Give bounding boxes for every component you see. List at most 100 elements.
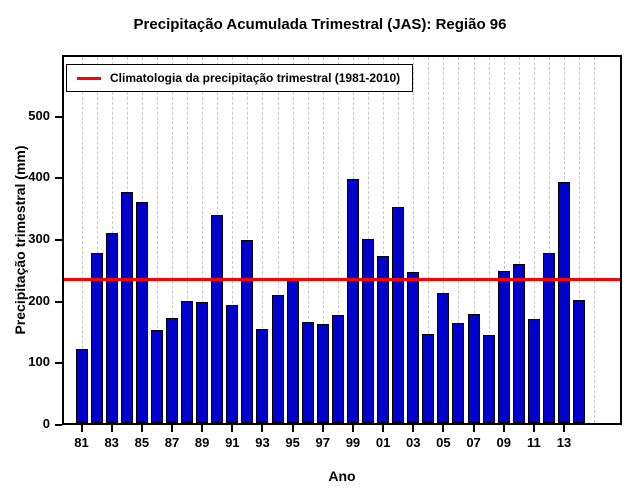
year-slot xyxy=(345,57,360,423)
year-slot xyxy=(300,57,315,423)
bar-89 xyxy=(196,302,209,423)
bar-83 xyxy=(105,233,118,423)
x-tick-mark xyxy=(442,425,445,432)
bar-06 xyxy=(452,323,465,423)
year-slot xyxy=(330,57,345,423)
gridline xyxy=(594,57,596,423)
year-slot xyxy=(180,57,195,423)
gridline xyxy=(96,57,98,423)
x-tick-mark xyxy=(502,425,505,432)
gridline xyxy=(262,57,264,423)
plot-area: Climatologia da precipitação trimestral … xyxy=(62,55,622,425)
year-slot xyxy=(149,57,164,423)
bar-91 xyxy=(226,305,239,423)
year-slot xyxy=(421,57,436,423)
bar-13 xyxy=(558,182,571,423)
x-tick-mark xyxy=(261,425,264,432)
bar-11 xyxy=(527,319,540,423)
legend: Climatologia da precipitação trimestral … xyxy=(66,64,414,92)
gridline xyxy=(548,57,550,423)
bar-07 xyxy=(467,314,480,423)
bar-98 xyxy=(331,315,344,423)
gridline xyxy=(156,57,158,423)
bar-12 xyxy=(542,253,555,423)
legend-line-swatch xyxy=(77,76,101,80)
bar-82 xyxy=(90,253,103,423)
bar-03 xyxy=(407,272,420,423)
x-tick-mark xyxy=(171,425,173,432)
year-slot xyxy=(572,57,587,423)
x-tick-label: 91 xyxy=(225,435,240,450)
gridline xyxy=(307,57,309,423)
year-slot xyxy=(466,57,481,423)
year-slot xyxy=(240,57,255,423)
y-tick-mark xyxy=(55,362,62,365)
x-tick-mark xyxy=(412,425,415,432)
x-tick-label: 83 xyxy=(104,435,119,450)
x-tick-mark xyxy=(140,425,143,432)
gridline xyxy=(322,57,324,423)
bar-93 xyxy=(256,329,269,423)
year-slot xyxy=(255,57,270,423)
y-tick-label: 100 xyxy=(28,354,50,370)
y-tick-mark xyxy=(55,300,62,303)
x-axis-label: Ano xyxy=(328,468,356,484)
year-slot xyxy=(406,57,421,423)
year-slot xyxy=(225,57,240,423)
y-tick-mark xyxy=(55,177,62,180)
x-tick-label: 07 xyxy=(466,435,481,450)
gridline xyxy=(232,57,234,423)
bar-86 xyxy=(150,330,163,423)
x-tick-label: 87 xyxy=(164,435,180,450)
y-tick-mark xyxy=(55,115,62,118)
year-slot xyxy=(587,57,602,423)
gridline xyxy=(518,57,520,423)
bar-01 xyxy=(377,256,390,423)
x-tick-mark xyxy=(291,425,294,432)
gridline xyxy=(202,57,204,423)
year-slot xyxy=(134,57,149,423)
bars-container xyxy=(64,57,620,423)
x-tick-mark xyxy=(532,425,535,432)
x-tick-label: 09 xyxy=(496,435,511,450)
bar-99 xyxy=(346,179,359,423)
bar-88 xyxy=(181,301,194,423)
year-slot xyxy=(451,57,466,423)
x-tick-label: 81 xyxy=(74,435,89,450)
x-tick-mark xyxy=(351,425,354,432)
bar-05 xyxy=(437,293,450,423)
year-slot xyxy=(557,57,572,423)
bar-08 xyxy=(482,335,495,423)
year-slot xyxy=(270,57,285,423)
year-slot xyxy=(164,57,179,423)
year-slot xyxy=(376,57,391,423)
y-tick-mark xyxy=(55,424,62,426)
year-slot xyxy=(210,57,225,423)
year-slot xyxy=(541,57,556,423)
gridline xyxy=(292,57,294,423)
bar-95 xyxy=(286,280,299,423)
gridline xyxy=(443,57,445,423)
x-tick-label: 13 xyxy=(556,435,572,450)
year-slot xyxy=(481,57,496,423)
x-tick-mark xyxy=(110,425,113,432)
y-tick-label: 0 xyxy=(42,416,50,431)
x-tick-mark xyxy=(382,425,385,432)
gridline xyxy=(81,57,83,423)
bar-96 xyxy=(301,322,314,423)
gridline xyxy=(187,57,189,423)
x-tick-label: 01 xyxy=(375,435,391,450)
x-tick-label: 95 xyxy=(285,435,300,450)
x-tick-mark xyxy=(231,425,234,432)
x-tick-label: 97 xyxy=(315,435,331,450)
x-tick-label: 11 xyxy=(527,435,541,450)
bar-09 xyxy=(497,271,510,423)
x-tick-label: 89 xyxy=(194,435,210,450)
year-slot xyxy=(89,57,104,423)
year-slot xyxy=(119,57,134,423)
bar-02 xyxy=(392,207,405,423)
chart-title: Precipitação Acumulada Trimestral (JAS):… xyxy=(133,16,507,33)
bar-81 xyxy=(75,349,88,423)
x-tick-label: 05 xyxy=(436,435,451,450)
